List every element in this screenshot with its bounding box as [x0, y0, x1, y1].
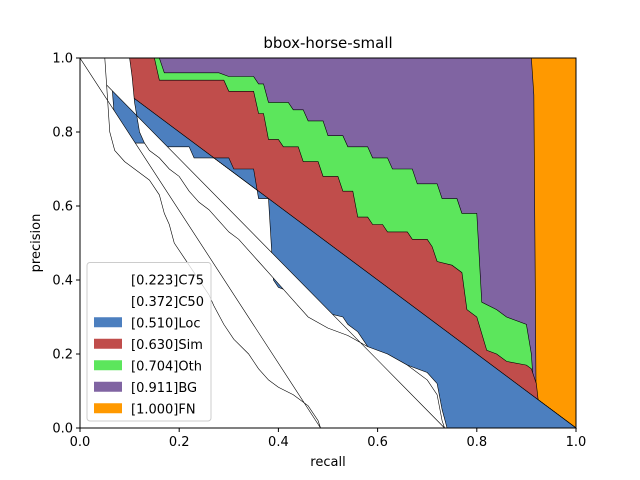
legend-swatch	[94, 274, 122, 285]
plot-frame	[79, 57, 577, 429]
y-tick-label: 1.0	[52, 52, 73, 67]
legend-swatch	[94, 338, 122, 349]
x-axis-label: recall	[310, 455, 345, 470]
area-series-group	[79, 57, 577, 429]
legend-label: [0.911]BG	[131, 381, 197, 396]
x-tick-label: 0.8	[466, 435, 487, 450]
legend-swatch	[94, 381, 122, 392]
x-axis-ticks: 0.0 0.2 0.4 0.6 0.8 1.0	[70, 428, 587, 450]
y-tick-label: 0.8	[52, 126, 73, 141]
legend-swatch	[94, 403, 122, 414]
y-tick-label: 0.4	[52, 274, 73, 289]
y-axis-label: precision	[29, 214, 44, 273]
y-axis-ticks: 0.0 0.2 0.4 0.6 0.8 1.0	[52, 52, 80, 437]
y-tick-label: 0.6	[52, 200, 73, 215]
y-tick-label: 0.0	[52, 422, 73, 437]
y-tick-label: 0.2	[52, 348, 73, 363]
legend-label: [1.000]FN	[131, 402, 196, 417]
legend-label: [0.223]C75	[131, 273, 204, 288]
x-tick-label: 0.0	[70, 435, 91, 450]
legend-label: [0.372]C50	[131, 295, 204, 310]
legend-swatch	[94, 295, 122, 306]
chart-title: bbox-horse-small	[263, 34, 392, 52]
legend-label: [0.510]Loc	[131, 316, 200, 331]
x-tick-label: 0.4	[268, 435, 289, 450]
area-0-372-c50	[79, 57, 445, 429]
legend: [0.223]C75 [0.372]C50 [0.510]Loc [0.630]Sim…	[86, 262, 212, 422]
x-tick-label: 0.6	[367, 435, 388, 450]
x-tick-label: 0.2	[169, 435, 190, 450]
legend-label: [0.630]Sim	[131, 338, 203, 353]
x-tick-label: 1.0	[566, 435, 587, 450]
legend-swatch	[94, 360, 122, 371]
legend-swatch	[94, 317, 122, 328]
legend-label: [0.704]Oth	[131, 359, 202, 374]
